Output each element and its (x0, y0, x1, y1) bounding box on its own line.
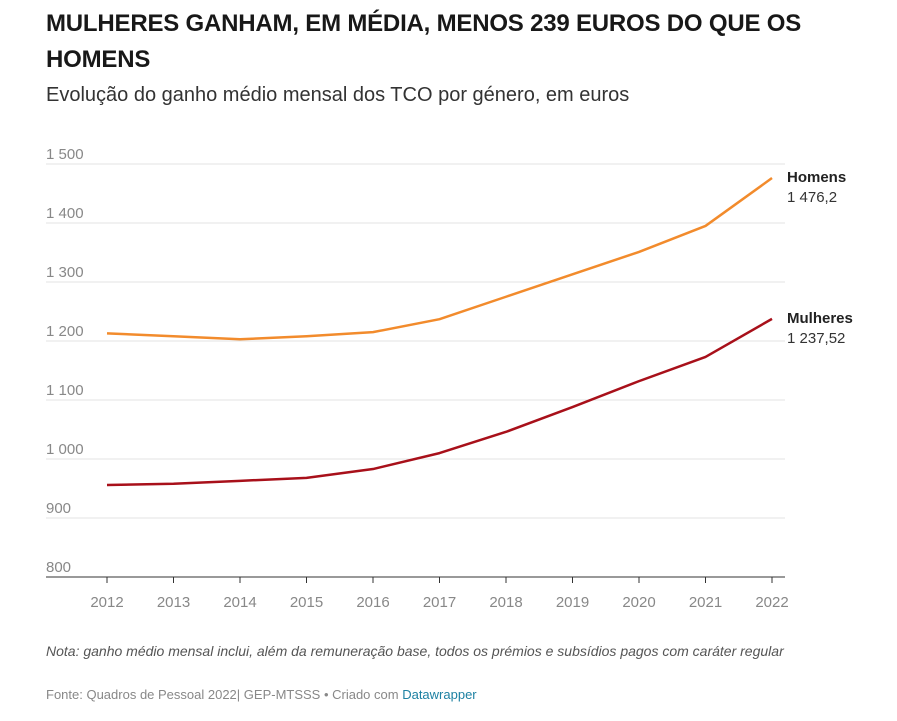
x-tick-label: 2020 (622, 594, 655, 611)
y-tick-label: 1 100 (46, 382, 84, 399)
x-tick-label: 2012 (90, 594, 123, 611)
series-label-homens: Homens (787, 169, 846, 186)
x-tick-label: 2022 (755, 594, 788, 611)
y-tick-label: 1 400 (46, 205, 84, 222)
y-tick-label: 1 300 (46, 264, 84, 281)
datawrapper-link[interactable]: Datawrapper (402, 687, 477, 702)
series-label-mulheres: Mulheres (787, 310, 853, 327)
x-tick-label: 2019 (556, 594, 589, 611)
chart-note: Nota: ganho médio mensal inclui, além da… (46, 643, 784, 659)
y-tick-label: 900 (46, 500, 71, 517)
x-tick-label: 2013 (157, 594, 190, 611)
chart-title: MULHERES GANHAM, EM MÉDIA, MENOS 239 EUR… (46, 10, 802, 73)
x-tick-label: 2018 (489, 594, 522, 611)
x-tick-label: 2016 (356, 594, 389, 611)
x-tick-label: 2017 (423, 594, 456, 611)
series-end-value-mulheres: 1 237,52 (787, 330, 845, 347)
x-tick-label: 2014 (223, 594, 256, 611)
y-tick-label: 1 000 (46, 441, 84, 458)
chart-subtitle: Evolução do ganho médio mensal dos TCO p… (46, 84, 630, 106)
series-line-mulheres (106, 317, 773, 487)
y-tick-label: 1 200 (46, 323, 84, 340)
x-tick-label: 2021 (689, 594, 722, 611)
chart-source: Fonte: Quadros de Pessoal 2022| GEP-MTSS… (46, 687, 477, 702)
series-line-homens (106, 177, 773, 341)
x-tick-label: 2015 (290, 594, 323, 611)
source-text: Fonte: Quadros de Pessoal 2022| GEP-MTSS… (46, 687, 403, 702)
y-tick-label: 1 500 (46, 146, 84, 163)
line-chart: 800 900 1 000 1 100 1 200 1 300 1 400 1 500 2012… (46, 146, 853, 611)
series-end-value-homens: 1 476,2 (787, 189, 837, 206)
y-tick-label: 800 (46, 559, 71, 576)
